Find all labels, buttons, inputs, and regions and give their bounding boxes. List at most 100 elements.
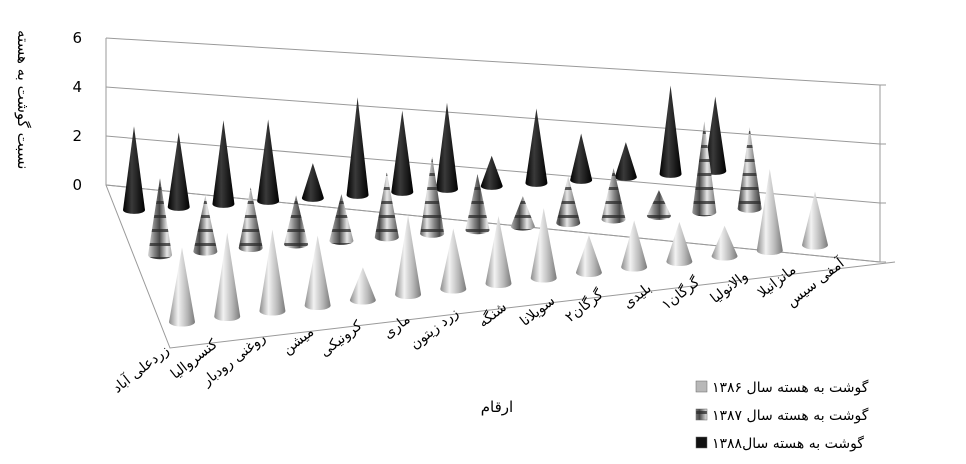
cone-body <box>257 119 280 205</box>
cone-2-9 <box>525 108 548 187</box>
cone-body <box>374 171 399 242</box>
cone-body <box>193 195 218 256</box>
cone-body <box>391 110 414 196</box>
cone-body <box>395 215 422 300</box>
category-label: بلیدی <box>620 280 654 312</box>
cone-body <box>480 155 503 190</box>
cone-body <box>704 96 727 175</box>
category-label: کرونیکی <box>317 317 365 360</box>
cone-body <box>329 194 354 245</box>
cone-0-12 <box>711 225 738 261</box>
cone-2-3 <box>257 119 280 205</box>
cone-0-10 <box>621 220 648 272</box>
gridline <box>105 86 881 145</box>
cone-2-2 <box>212 120 235 208</box>
cone-2-8 <box>480 155 503 190</box>
cone-body <box>346 97 369 199</box>
cone-body <box>167 132 190 211</box>
cone-0-4 <box>349 267 376 305</box>
cone-1-7 <box>465 174 490 235</box>
category-label: زردعلی آباد <box>109 342 172 397</box>
category-label: گرگان۲ <box>562 286 607 326</box>
category-label: شنگه <box>475 298 510 331</box>
cone-2-13 <box>704 96 727 175</box>
cone-1-12 <box>692 121 717 217</box>
cone-body <box>510 196 535 231</box>
y-tick-label: 0 <box>72 176 82 194</box>
cone-body <box>737 127 762 213</box>
cone-body <box>666 221 693 267</box>
cone-body <box>530 208 557 283</box>
cone-body <box>659 85 682 178</box>
cone-body <box>601 168 626 224</box>
y-axis-ticks: 0 2 4 6 <box>72 29 82 194</box>
cone-body <box>692 121 717 217</box>
cone-body <box>465 174 490 235</box>
cone-0-7 <box>485 216 512 289</box>
gridline <box>105 184 881 263</box>
cone-body <box>436 102 458 193</box>
cone-body <box>621 220 648 272</box>
chart-marks <box>123 85 829 327</box>
cone-2-0 <box>123 126 146 214</box>
cone-1-6 <box>420 156 445 238</box>
legend-entry: گوشت به هسته سال ۱۳۸۶ <box>712 379 869 396</box>
gridline <box>105 37 881 86</box>
cone-body <box>556 176 581 228</box>
cone-0-14 <box>802 191 829 250</box>
cone-1-4 <box>329 194 354 245</box>
cone-body <box>301 163 324 202</box>
category-label: زرد زیتون <box>407 305 461 352</box>
cone-body <box>349 267 376 305</box>
cone-0-8 <box>530 208 557 283</box>
cone-body <box>212 120 235 208</box>
legend-swatch <box>695 380 708 393</box>
category-label: میشن <box>280 324 317 358</box>
cone-0-3 <box>304 235 331 311</box>
legend: گوشت به هسته سال ۱۳۸۶ گوشت به هسته سال ۱۳… <box>695 379 869 452</box>
cone-1-2 <box>238 187 263 253</box>
cone-body <box>420 156 445 238</box>
cone-body <box>259 229 286 316</box>
cone-body <box>575 235 602 278</box>
category-label: ماری <box>380 311 413 342</box>
cone-1-10 <box>601 168 626 224</box>
cone-body <box>485 216 512 289</box>
cone-body <box>238 187 263 253</box>
cone-1-11 <box>646 190 671 220</box>
floor-edges <box>105 38 896 349</box>
cone-2-6 <box>391 110 414 196</box>
y-tick-label: 6 <box>72 29 82 47</box>
legend-swatch <box>695 408 708 421</box>
cone-body <box>169 247 195 327</box>
cone-1-13 <box>737 127 762 213</box>
cone-2-4 <box>301 163 324 202</box>
cone-0-6 <box>440 228 467 294</box>
cone-0-13 <box>756 169 783 256</box>
cone-body <box>284 195 309 249</box>
cone-0-1 <box>214 232 241 322</box>
cone-body <box>148 178 172 260</box>
cone-1-3 <box>284 195 309 249</box>
category-label: والانولیا <box>708 268 751 307</box>
cone-1-8 <box>510 196 535 231</box>
cone-1-5 <box>374 171 399 242</box>
cone-1-9 <box>556 176 581 228</box>
cone-0-9 <box>575 235 602 278</box>
cone-body <box>440 228 467 294</box>
cone-0-5 <box>395 215 422 300</box>
legend-entry: گوشت به هسته سال۱۳۸۸ <box>712 435 864 452</box>
cone-2-1 <box>167 132 190 211</box>
x-axis-title: ارقام <box>481 398 513 416</box>
category-label: سویلانا <box>517 293 558 330</box>
cone-body <box>614 142 637 181</box>
cone-1-1 <box>193 195 218 256</box>
y-axis-title: نسبت گوشت به هسته <box>14 30 32 169</box>
cone-body <box>802 191 829 250</box>
legend-entry: گوشت به هسته سال ۱۳۸۷ <box>712 407 869 424</box>
cone-body <box>304 235 331 311</box>
legend-swatch <box>695 436 708 449</box>
category-label: آمفی سیس <box>783 254 848 310</box>
